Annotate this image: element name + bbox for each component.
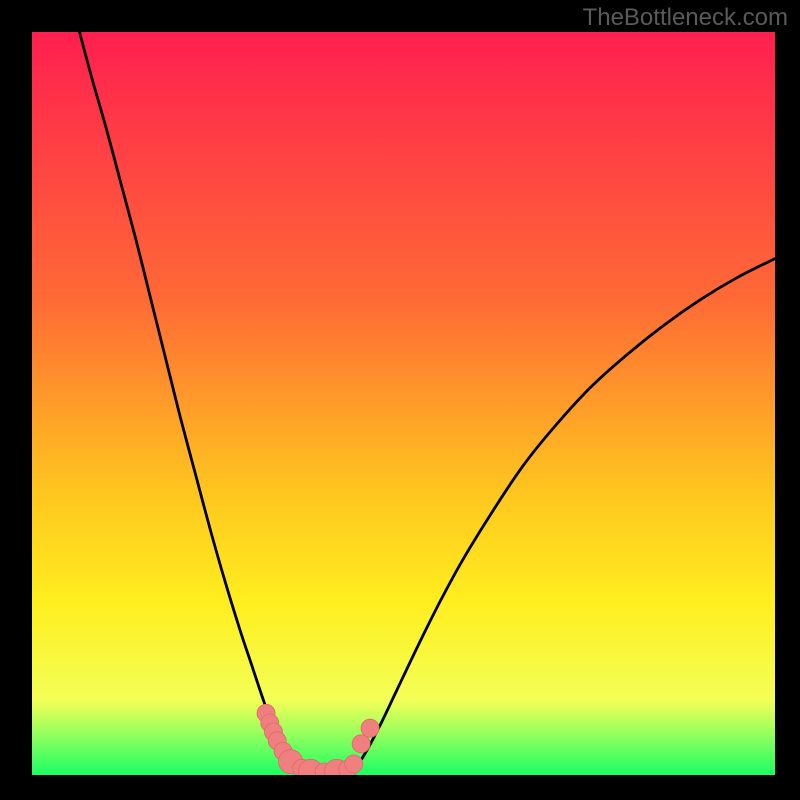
chart-container: TheBottleneck.com (0, 0, 800, 800)
plot-area (32, 32, 775, 775)
watermark-text: TheBottleneck.com (583, 4, 788, 32)
